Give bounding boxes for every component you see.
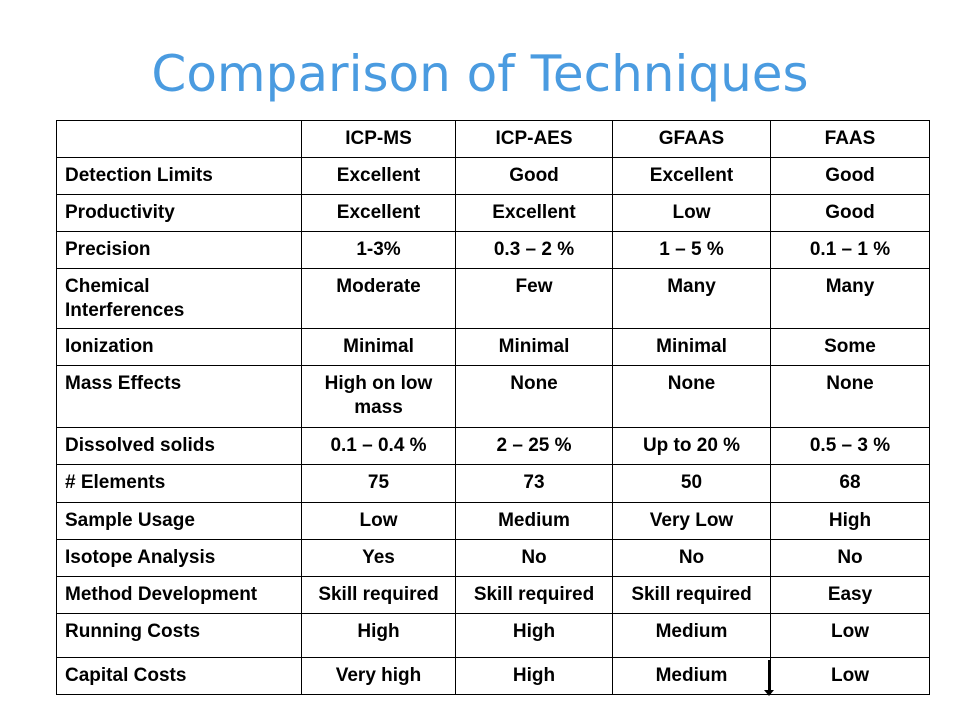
table-cell: Few	[455, 268, 613, 329]
table-cell: Excellent	[612, 157, 771, 195]
table-cell: Medium	[612, 657, 771, 695]
table-cell: Minimal	[301, 328, 456, 366]
table-cell: None	[770, 365, 930, 428]
table-row: Isotope Analysis Yes No No No	[56, 539, 930, 577]
row-label: Productivity	[56, 194, 302, 232]
table-cell: 0.5 – 3 %	[770, 427, 930, 465]
table-row: # Elements 75 73 50 68	[56, 464, 930, 503]
table-cell: Low	[770, 613, 930, 658]
row-label: Running Costs	[56, 613, 302, 658]
table-row: Productivity Excellent Excellent Low Goo…	[56, 194, 930, 232]
row-label: Precision	[56, 231, 302, 269]
row-label: Ionization	[56, 328, 302, 366]
table-cell: 50	[612, 464, 771, 503]
table-cell: None	[612, 365, 771, 428]
table-row: Running Costs High High Medium Low	[56, 613, 930, 658]
table-cell: Good	[455, 157, 613, 195]
header-icp-aes: ICP-AES	[455, 120, 613, 158]
table-cell: 0.1 – 1 %	[770, 231, 930, 269]
table-cell: Moderate	[301, 268, 456, 329]
header-icp-ms: ICP-MS	[301, 120, 456, 158]
table-row: Capital Costs Very high High Medium Low	[56, 657, 930, 695]
cursor-line-marker	[768, 660, 770, 692]
table-cell: Very high	[301, 657, 456, 695]
table-cell: Yes	[301, 539, 456, 577]
table-cell: Excellent	[455, 194, 613, 232]
table-cell: Good	[770, 157, 930, 195]
table-cell: Good	[770, 194, 930, 232]
table-cell: Excellent	[301, 194, 456, 232]
table-cell: 68	[770, 464, 930, 503]
header-faas: FAAS	[770, 120, 930, 158]
comparison-table: ICP-MS ICP-AES GFAAS FAAS Detection Limi…	[56, 120, 930, 695]
table-cell: No	[455, 539, 613, 577]
row-label: Isotope Analysis	[56, 539, 302, 577]
table-cell: Skill required	[612, 576, 771, 614]
table-row: Precision 1-3% 0.3 – 2 % 1 – 5 % 0.1 – 1…	[56, 231, 930, 269]
table-cell: Medium	[455, 502, 613, 540]
table-cell: High on low mass	[301, 365, 456, 428]
table-cell: High	[301, 613, 456, 658]
table-row: Chemical Interferences Moderate Few Many…	[56, 268, 930, 329]
row-label: Sample Usage	[56, 502, 302, 540]
table-cell: Low	[301, 502, 456, 540]
table-cell: Minimal	[455, 328, 613, 366]
table-cell: None	[455, 365, 613, 428]
row-label: Mass Effects	[56, 365, 302, 428]
table-cell: 73	[455, 464, 613, 503]
table-cell: 1-3%	[301, 231, 456, 269]
table-cell: Low	[612, 194, 771, 232]
table-cell: Excellent	[301, 157, 456, 195]
table-cell: Many	[770, 268, 930, 329]
table-cell: High	[770, 502, 930, 540]
table-row: Dissolved solids 0.1 – 0.4 % 2 – 25 % Up…	[56, 427, 930, 465]
table-cell: Up to 20 %	[612, 427, 771, 465]
table-cell: Medium	[612, 613, 771, 658]
table-cell: Skill required	[301, 576, 456, 614]
table-cell: Some	[770, 328, 930, 366]
table-row: Method Development Skill required Skill …	[56, 576, 930, 614]
table-cell: 0.1 – 0.4 %	[301, 427, 456, 465]
down-arrow-icon	[764, 690, 774, 696]
header-gfaas: GFAAS	[612, 120, 771, 158]
table-cell: Easy	[770, 576, 930, 614]
table-cell-text: High on low mass	[324, 373, 433, 418]
table-cell: Minimal	[612, 328, 771, 366]
table-row: Mass Effects High on low mass None None …	[56, 365, 930, 428]
table-cell: 75	[301, 464, 456, 503]
table-cell: Very Low	[612, 502, 771, 540]
table-cell: 0.3 – 2 %	[455, 231, 613, 269]
table-cell: High	[455, 613, 613, 658]
row-label: # Elements	[56, 464, 302, 503]
table-cell: No	[612, 539, 771, 577]
row-label: Method Development	[56, 576, 302, 614]
row-label: Detection Limits	[56, 157, 302, 195]
table-cell: 1 – 5 %	[612, 231, 771, 269]
row-label-text: Chemical Interferences	[65, 276, 185, 321]
table-cell: No	[770, 539, 930, 577]
table-cell: Many	[612, 268, 771, 329]
table-cell: Low	[770, 657, 930, 695]
table-row: Sample Usage Low Medium Very Low High	[56, 502, 930, 540]
header-row: ICP-MS ICP-AES GFAAS FAAS	[56, 120, 930, 158]
table-cell: High	[455, 657, 613, 695]
table-row: Detection Limits Excellent Good Excellen…	[56, 157, 930, 195]
table-row: Ionization Minimal Minimal Minimal Some	[56, 328, 930, 366]
table-cell: Skill required	[455, 576, 613, 614]
page-title: Comparison of Techniques	[151, 45, 809, 103]
header-cell-empty	[56, 120, 302, 158]
row-label: Capital Costs	[56, 657, 302, 695]
table-cell: 2 – 25 %	[455, 427, 613, 465]
row-label: Dissolved solids	[56, 427, 302, 465]
row-label: Chemical Interferences	[56, 268, 302, 329]
